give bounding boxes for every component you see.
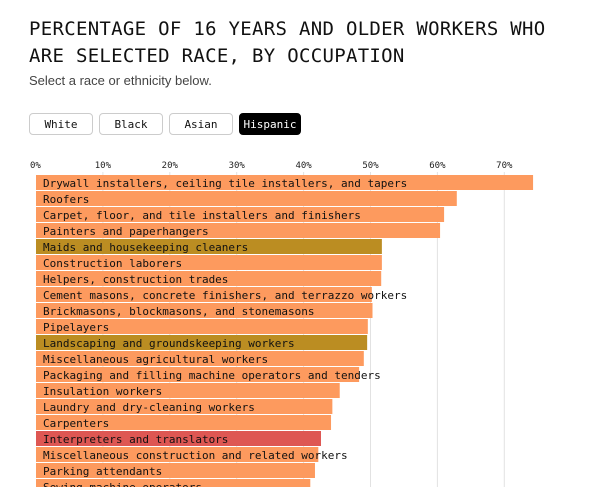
bar-label: Helpers, construction trades <box>43 273 228 286</box>
bar <box>36 175 534 190</box>
asian-button[interactable]: Asian <box>169 113 233 135</box>
bar-label: Construction laborers <box>43 257 182 270</box>
bar-label: Miscellaneous agricultural workers <box>43 353 268 366</box>
bar <box>36 319 368 334</box>
bar-label: Drywall installers, ceiling tile install… <box>43 177 407 190</box>
bar-label: Parking attendants <box>43 465 162 478</box>
bar <box>36 271 382 286</box>
black-button[interactable]: Black <box>99 113 163 135</box>
bar-label: Painters and paperhangers <box>43 225 209 238</box>
bar <box>36 367 360 382</box>
bar-label: Laundry and dry-cleaning workers <box>43 401 255 414</box>
x-tick-label: 60% <box>429 161 446 171</box>
x-tick-label: 10% <box>95 161 112 171</box>
bar <box>36 399 333 414</box>
bar <box>36 255 382 270</box>
hispanic-button[interactable]: Hispanic <box>239 113 301 135</box>
x-tick-label: 20% <box>162 161 179 171</box>
bar <box>36 479 311 487</box>
x-tick-label: 0% <box>30 161 41 171</box>
bar-label: Interpreters and translators <box>43 433 228 446</box>
bar-label: Packaging and filling machine operators … <box>43 369 381 382</box>
bar <box>36 335 368 350</box>
x-tick-label: 40% <box>295 161 312 171</box>
bar <box>36 223 441 238</box>
chart-title: PERCENTAGE OF 16 YEARS AND OLDER WORKERS… <box>29 18 546 67</box>
x-tick-label: 50% <box>362 161 379 171</box>
bar-label: Pipelayers <box>43 321 109 334</box>
bar <box>36 431 321 446</box>
bar-label: Miscellaneous construction and related w… <box>43 449 348 462</box>
bar-label: Landscaping and groundskeeping workers <box>43 337 295 350</box>
subtitle: Select a race or ethnicity below. <box>29 73 212 88</box>
bar <box>36 447 319 462</box>
bar-label: Insulation workers <box>43 385 162 398</box>
bar-label: Brickmasons, blockmasons, and stonemason… <box>43 305 315 318</box>
bar <box>36 303 373 318</box>
bar <box>36 415 332 430</box>
bar <box>36 383 340 398</box>
x-tick-label: 30% <box>229 161 246 171</box>
x-tick-label: 70% <box>496 161 513 171</box>
race-selector: White Black Asian Hispanic <box>29 113 301 135</box>
white-button[interactable]: White <box>29 113 93 135</box>
bar-label: Maids and housekeeping cleaners <box>43 241 248 254</box>
bar <box>36 207 445 222</box>
bar <box>36 463 315 478</box>
bar <box>36 191 457 206</box>
bar-label: Cement masons, concrete finishers, and t… <box>43 289 407 302</box>
bar <box>36 287 372 302</box>
bar-label: Carpenters <box>43 417 109 430</box>
bar-label: Roofers <box>43 193 89 206</box>
bar <box>36 239 382 254</box>
bar-label: Sewing machine operators <box>43 481 202 487</box>
bar <box>36 351 364 366</box>
bar-label: Carpet, floor, and tile installers and f… <box>43 209 361 222</box>
